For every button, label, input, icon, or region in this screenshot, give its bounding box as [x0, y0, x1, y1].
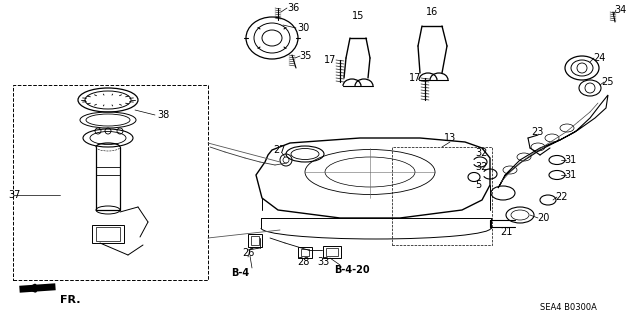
- Text: 24: 24: [593, 53, 605, 63]
- Text: B-4-20: B-4-20: [334, 265, 370, 275]
- Text: 20: 20: [537, 213, 549, 223]
- Text: 35: 35: [299, 51, 311, 61]
- Text: 16: 16: [426, 7, 438, 17]
- Bar: [92, 225, 124, 243]
- Text: 36: 36: [287, 3, 299, 13]
- Bar: [323, 246, 341, 258]
- Text: 17: 17: [324, 55, 336, 65]
- Bar: [326, 248, 338, 256]
- Bar: [251, 236, 259, 245]
- Text: 22: 22: [555, 192, 567, 202]
- Text: 15: 15: [352, 11, 364, 21]
- Text: 28: 28: [297, 257, 309, 267]
- Text: B-4: B-4: [231, 268, 249, 278]
- Text: 33: 33: [317, 257, 329, 267]
- Text: 30: 30: [297, 23, 309, 33]
- Text: 23: 23: [531, 127, 543, 137]
- Bar: [248, 234, 262, 247]
- Text: 13: 13: [444, 133, 456, 143]
- Text: 32: 32: [476, 162, 488, 172]
- Text: 34: 34: [614, 5, 626, 15]
- Text: 38: 38: [157, 110, 169, 120]
- Text: 32: 32: [476, 148, 488, 158]
- Text: 27: 27: [274, 145, 286, 155]
- Text: 21: 21: [500, 227, 512, 237]
- Text: FR.: FR.: [60, 295, 81, 305]
- Bar: [392, 147, 492, 245]
- Text: 31: 31: [564, 170, 576, 180]
- Text: 37: 37: [8, 190, 20, 200]
- Text: 5: 5: [475, 180, 481, 190]
- Text: 26: 26: [242, 248, 254, 258]
- Bar: [96, 227, 120, 241]
- Text: 25: 25: [602, 77, 614, 87]
- Bar: [301, 249, 309, 256]
- Text: SEA4 B0300A: SEA4 B0300A: [540, 303, 596, 313]
- Bar: [298, 247, 312, 258]
- Text: 31: 31: [564, 155, 576, 165]
- Text: 17: 17: [409, 73, 421, 83]
- Bar: [13, 85, 208, 280]
